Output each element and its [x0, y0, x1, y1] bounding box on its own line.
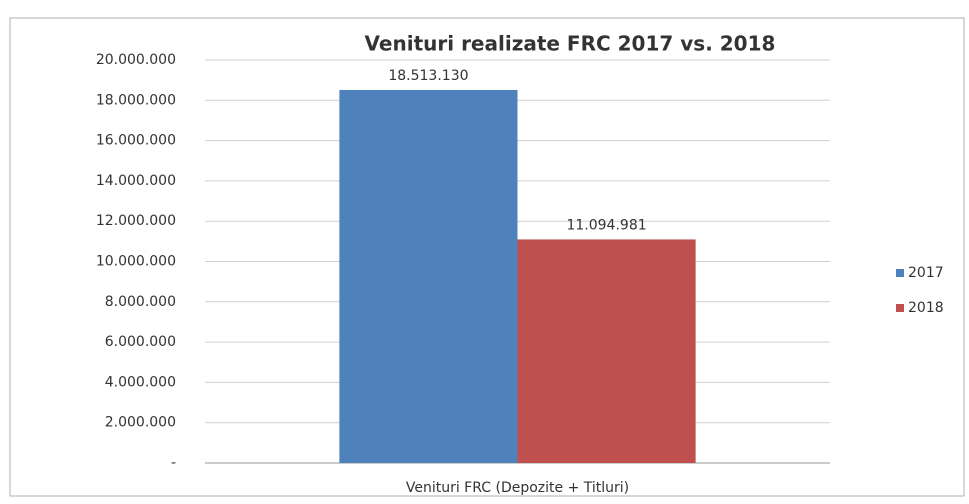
legend-label: 2018: [908, 300, 944, 316]
legend-swatch: [896, 304, 904, 312]
y-tick-label: 6.000.000: [105, 334, 176, 350]
y-tick-label: 4.000.000: [105, 374, 176, 390]
y-tick-label: 16.000.000: [96, 133, 176, 149]
chart-title: Venituri realizate FRC 2017 vs. 2018: [365, 32, 776, 56]
data-label: 18.513.130: [388, 68, 468, 84]
data-label: 11.094.981: [566, 217, 646, 233]
y-tick-label: 20.000.000: [96, 52, 176, 68]
y-tick-label: 12.000.000: [96, 213, 176, 229]
bar: [339, 89, 518, 463]
y-tick-label: 8.000.000: [105, 294, 176, 310]
legend-swatch: [896, 269, 904, 277]
y-tick-label: 18.000.000: [96, 92, 176, 108]
bar: [517, 239, 696, 463]
x-tick-label: Venituri FRC (Depozite + Titluri): [406, 480, 629, 496]
y-tick-label: 10.000.000: [96, 254, 176, 270]
y-tick-label: 14.000.000: [96, 173, 176, 189]
y-tick-label: 2.000.000: [105, 415, 176, 431]
legend-label: 2017: [908, 265, 944, 281]
y-tick-label: -: [171, 455, 176, 471]
